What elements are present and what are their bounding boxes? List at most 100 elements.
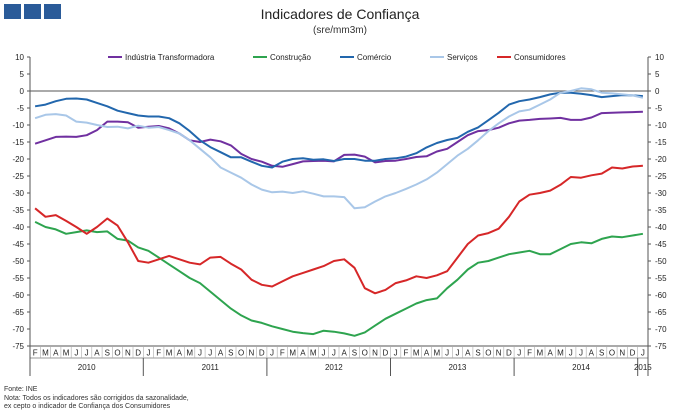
- y-tick-label-right: 0: [655, 87, 660, 96]
- x-month-label: D: [630, 349, 636, 358]
- x-month-label: A: [547, 349, 553, 358]
- x-month-label: A: [424, 349, 430, 358]
- x-month-label: A: [589, 349, 595, 358]
- x-month-label: J: [146, 349, 150, 358]
- x-month-label: M: [413, 349, 420, 358]
- series-line: [34, 164, 643, 295]
- x-month-label: N: [125, 349, 131, 358]
- series-line: [34, 87, 644, 210]
- x-month-label: M: [557, 349, 564, 358]
- y-tick-label-left: -45: [12, 240, 24, 249]
- y-tick-label-left: -10: [12, 121, 24, 130]
- x-month-label: A: [53, 349, 59, 358]
- y-tick-label-left: -25: [12, 172, 24, 181]
- x-month-label: S: [599, 349, 604, 358]
- x-month-label: J: [455, 349, 459, 358]
- x-month-label: J: [85, 349, 89, 358]
- chart-subtitle: (sre/mm3m): [313, 25, 367, 36]
- footnote-line-1: Nota: Todos os indicadores são corrigido…: [4, 394, 189, 402]
- source-note: Fonte: INE: [4, 386, 38, 393]
- y-tick-label-right: 10: [655, 53, 664, 62]
- x-month-label: M: [63, 349, 70, 358]
- x-month-label: D: [506, 349, 512, 358]
- x-month-label: S: [228, 349, 233, 358]
- x-month-label: J: [322, 349, 326, 358]
- y-tick-label-left: -65: [12, 308, 24, 317]
- x-month-label: S: [105, 349, 110, 358]
- x-month-label: M: [166, 349, 173, 358]
- x-month-label: O: [609, 349, 615, 358]
- ine-logo: [4, 4, 61, 19]
- y-tick-label-right: -20: [655, 155, 667, 164]
- x-month-label: S: [352, 349, 357, 358]
- y-tick-label-right: -25: [655, 172, 667, 181]
- series-line: [34, 221, 644, 337]
- legend-label: Construção: [270, 53, 311, 62]
- y-tick-label-right: -10: [655, 121, 667, 130]
- y-tick-label-right: -50: [655, 257, 667, 266]
- x-month-label: D: [135, 349, 141, 358]
- y-tick-label-left: -15: [12, 138, 24, 147]
- x-month-label: A: [341, 349, 347, 358]
- x-month-label: M: [186, 349, 193, 358]
- y-tick-label-left: -30: [12, 189, 24, 198]
- logo-block: [44, 4, 61, 19]
- x-year-label: 2010: [78, 363, 96, 372]
- x-month-label: M: [289, 349, 296, 358]
- x-month-label: D: [259, 349, 265, 358]
- x-month-label: J: [579, 349, 583, 358]
- x-month-label: J: [394, 349, 398, 358]
- x-month-label: F: [33, 349, 38, 358]
- x-month-label: J: [445, 349, 449, 358]
- x-month-label: F: [156, 349, 161, 358]
- y-tick-label-left: 10: [15, 53, 24, 62]
- x-year-label: 2015: [634, 363, 652, 372]
- legend-label: Consumidores: [514, 53, 566, 62]
- y-tick-label-left: -35: [12, 206, 24, 215]
- y-tick-label-left: -5: [17, 104, 25, 113]
- series-line: [34, 110, 643, 168]
- y-tick-label-left: -40: [12, 223, 24, 232]
- x-month-label: O: [114, 349, 120, 358]
- x-month-label: F: [527, 349, 532, 358]
- y-tick-label-right: -40: [655, 223, 667, 232]
- x-year-label: 2011: [202, 363, 220, 372]
- footnote-line-2: ex cepto o indicador de Confiança dos Co…: [4, 403, 171, 410]
- y-tick-label-left: 0: [20, 87, 25, 96]
- x-month-label: A: [465, 349, 471, 358]
- y-tick-label-right: -35: [655, 206, 667, 215]
- legend-label: Indústria Transformadora: [125, 53, 215, 62]
- x-month-label: O: [485, 349, 491, 358]
- y-tick-label-left: 5: [20, 70, 25, 79]
- x-month-label: J: [517, 349, 521, 358]
- y-tick-label-left: -75: [12, 342, 24, 351]
- y-tick-label-left: -50: [12, 257, 24, 266]
- series-line: [34, 91, 643, 169]
- x-year-label: 2012: [325, 363, 343, 372]
- x-month-label: A: [218, 349, 224, 358]
- x-month-label: S: [475, 349, 480, 358]
- x-month-label: O: [362, 349, 368, 358]
- y-tick-label-left: -55: [12, 274, 24, 283]
- chart-title: Indicadores de Confiança: [260, 6, 420, 22]
- y-tick-label-right: -55: [655, 274, 667, 283]
- y-tick-label-left: -20: [12, 155, 24, 164]
- y-tick-label-right: -65: [655, 308, 667, 317]
- x-month-label: M: [310, 349, 317, 358]
- x-year-label: 2013: [449, 363, 467, 372]
- y-tick-label-right: -5: [655, 104, 663, 113]
- x-year-label: 2014: [572, 363, 590, 372]
- y-tick-label-right: -70: [655, 325, 667, 334]
- x-month-label: J: [332, 349, 336, 358]
- x-month-label: D: [382, 349, 388, 358]
- y-tick-label-right: 5: [655, 70, 660, 79]
- y-tick-label-right: -60: [655, 291, 667, 300]
- y-tick-label-right: -30: [655, 189, 667, 198]
- y-tick-label-left: -60: [12, 291, 24, 300]
- x-month-label: N: [372, 349, 378, 358]
- x-month-label: M: [537, 349, 544, 358]
- x-month-label: F: [280, 349, 285, 358]
- y-tick-label-left: -70: [12, 325, 24, 334]
- logo-block: [4, 4, 21, 19]
